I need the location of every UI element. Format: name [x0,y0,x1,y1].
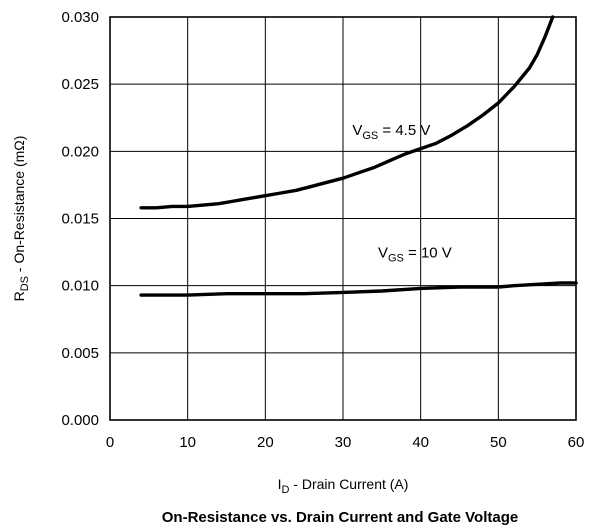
series-label-1: VGS = 4.5 V [352,122,430,142]
y-tick-label: 0.010 [61,278,99,295]
x-axis-label: ID - Drain Current (A) [278,476,409,496]
y-tick-label: 0.030 [61,9,99,26]
series-line-2 [139,281,578,297]
curve-layer [139,15,578,297]
x-tick-label: 10 [179,434,196,451]
x-tick-label: 30 [335,434,352,451]
plot-frame [109,16,577,421]
series-label-2: VGS = 10 V [378,244,452,264]
chart-title: On-Resistance vs. Drain Current and Gate… [162,509,518,526]
x-tick-label: 0 [106,434,114,451]
y-tick-label: 0.000 [61,412,99,429]
y-axis-label: RDS - On-Resistance (mΩ) [11,136,31,302]
grid-layer [109,16,577,421]
annotations: VGS = 4.5 V VGS = 10 V [352,122,452,264]
y-tick-label: 0.005 [61,345,99,362]
x-tick-label: 20 [257,434,274,451]
x-axis-ticks: 0 10 20 30 40 50 60 [106,434,585,451]
y-tick-label: 0.025 [61,76,99,93]
y-axis-ticks: 0.000 0.005 0.010 0.015 0.020 0.025 0.030 [61,9,99,429]
y-tick-label: 0.015 [61,211,99,228]
x-tick-label: 40 [412,434,429,451]
y-tick-label: 0.020 [61,143,99,160]
x-tick-label: 50 [490,434,507,451]
series-line-1 [139,15,555,210]
x-tick-label: 60 [568,434,585,451]
